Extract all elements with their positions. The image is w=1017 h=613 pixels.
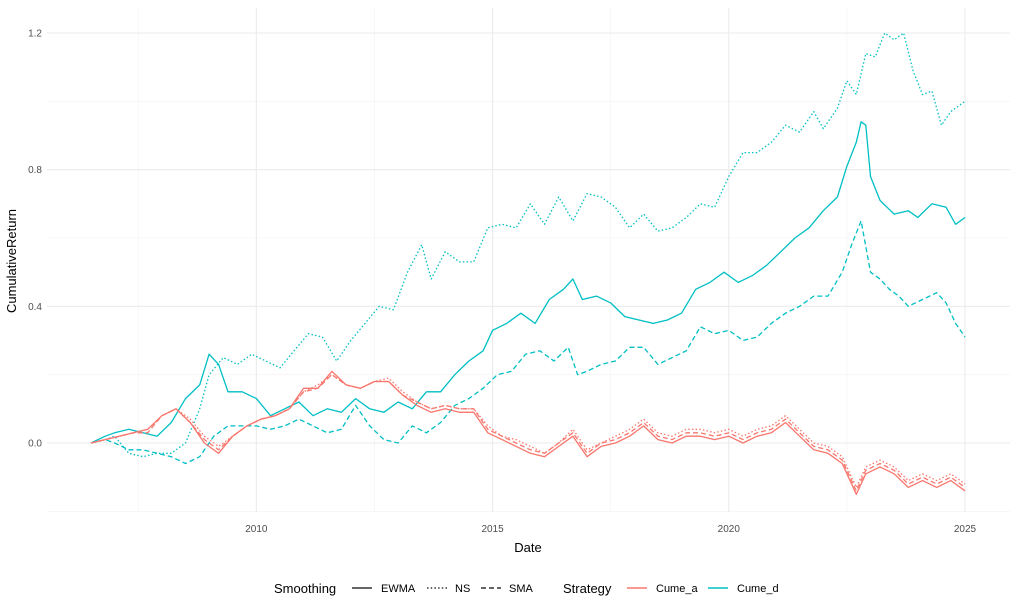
y-tick-label: 0.8: [28, 165, 42, 176]
major-gridlines: [47, 8, 1010, 512]
series-line-cume-a-sma: [90, 374, 966, 492]
y-axis-title: CumulativeReturn: [4, 209, 19, 313]
legend-smoothing-title: Smoothing: [274, 581, 336, 596]
series-line-cume-d-ewma: [90, 121, 966, 444]
legend-label-ns: NS: [455, 583, 470, 595]
legend-label-ewma: EWMA: [381, 583, 416, 595]
x-tick-label: 2010: [245, 524, 268, 535]
x-axis-title: Date: [514, 540, 541, 555]
x-tick-label: 2020: [718, 524, 741, 535]
legend-label-cume-d: Cume_d: [737, 583, 779, 595]
series-line-cume-a-ns: [90, 374, 966, 489]
y-tick-label: 0.0: [28, 439, 42, 450]
y-axis-ticks: 0.0 0.4 0.8 1.2: [28, 29, 42, 450]
minor-gridlines: [47, 8, 1010, 512]
y-tick-label: 0.4: [28, 302, 42, 313]
series-line-cume-a-ewma: [90, 370, 966, 495]
series-line-cume-d-ns: [90, 32, 966, 458]
series-lines: [90, 32, 966, 495]
x-tick-label: 2015: [481, 524, 504, 535]
legend-label-sma: SMA: [509, 583, 534, 595]
legend: Smoothing EWMA NS SMA Strategy Cume_a Cu…: [274, 581, 779, 596]
series-line-cume-d-sma: [90, 220, 966, 465]
x-tick-label: 2025: [954, 524, 977, 535]
legend-strategy-title: Strategy: [563, 581, 612, 596]
x-axis-ticks: 2010 2015 2020 2025: [245, 524, 976, 535]
y-tick-label: 1.2: [28, 29, 42, 40]
legend-label-cume-a: Cume_a: [656, 583, 698, 595]
